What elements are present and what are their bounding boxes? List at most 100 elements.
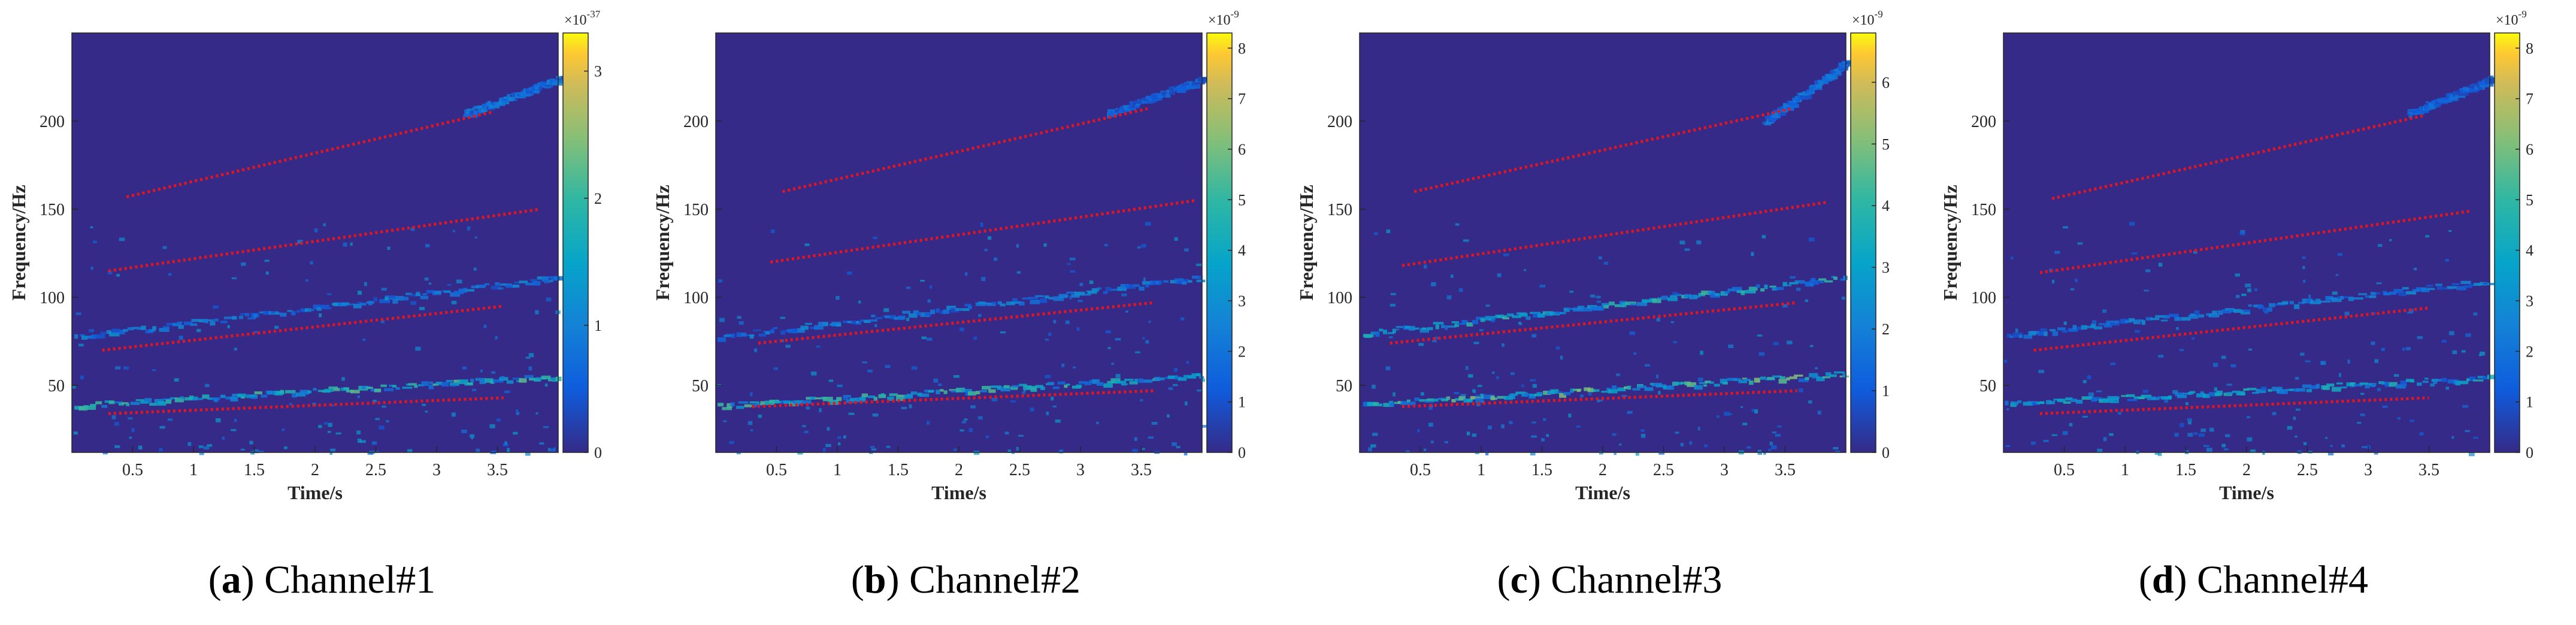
noise-speck: [2320, 361, 2324, 365]
noise-speck: [1656, 318, 1660, 322]
noise-speck: [1477, 385, 1482, 387]
noise-speck: [885, 365, 891, 369]
energy-speck-band-1: [1812, 376, 1820, 379]
energy-speck-band-2: [300, 308, 307, 312]
energy-speck-band-1: [492, 379, 504, 383]
energy-speck-band-1: [2315, 384, 2320, 388]
noise-speck: [462, 366, 467, 370]
noise-speck: [452, 230, 455, 233]
noise-speck: [953, 448, 957, 451]
noise-speck: [198, 445, 204, 448]
noise-speck: [870, 446, 875, 448]
energy-speck-band-1: [2433, 379, 2438, 384]
noise-speck: [451, 300, 457, 304]
energy-speck-band-2: [955, 308, 962, 311]
noise-speck: [546, 297, 552, 301]
energy-speck-band-1: [2400, 381, 2407, 384]
energy-speck-band-2: [232, 316, 237, 320]
energy-speck-band-2: [980, 302, 991, 305]
energy-speck-band-2: [2076, 327, 2083, 330]
x-tick-label: 0.5: [766, 461, 787, 479]
noise-speck: [1815, 367, 1818, 370]
noise-speck: [1524, 269, 1527, 271]
caption-d: (d) Channel#4: [2138, 558, 2369, 602]
energy-speck-band-1: [1733, 378, 1742, 381]
noise-speck: [2295, 408, 2300, 411]
energy-speck-band-2: [444, 291, 451, 293]
energy-speck-band-1: [2422, 381, 2429, 384]
energy-speck-band-1: [1789, 376, 1797, 379]
energy-speck-band-2: [420, 295, 429, 300]
noise-speck: [953, 375, 959, 378]
energy-speck-band-2: [541, 277, 549, 282]
noise-speck: [843, 435, 846, 439]
noise-speck: [1428, 406, 1433, 410]
noise-speck: [2409, 419, 2415, 422]
energy-speck-band-2: [1724, 291, 1730, 294]
energy-speck-band-1: [774, 401, 782, 403]
energy-speck-band-1: [919, 393, 930, 397]
energy-speck-band-2: [936, 308, 940, 313]
noise-speck: [1502, 343, 1505, 347]
energy-speck-band-2: [388, 295, 396, 299]
energy-speck-band-2: [2208, 313, 2220, 318]
noise-speck: [2371, 341, 2375, 345]
energy-speck-band-1: [304, 392, 309, 395]
noise-speck: [1055, 419, 1061, 423]
energy-speck-band-1: [730, 402, 735, 407]
energy-speck-band-2: [81, 336, 88, 340]
noise-speck: [927, 337, 933, 341]
energy-speck-band-1: [2309, 385, 2319, 390]
noise-speck: [723, 420, 727, 422]
energy-speck-band-1: [135, 399, 144, 401]
energy-speck-band-1: [180, 396, 184, 399]
noise-speck: [1076, 327, 1080, 331]
energy-speck-band-1: [1779, 376, 1785, 379]
noise-speck: [843, 397, 849, 400]
energy-speck-band-2: [204, 319, 208, 324]
noise-speck: [1390, 303, 1396, 307]
noise-speck: [451, 412, 456, 417]
caption-b: (b) Channel#2: [850, 558, 1081, 602]
noise-speck: [2445, 387, 2450, 390]
energy-speck-band-2: [1684, 294, 1691, 298]
energy-speck-band-2: [1019, 301, 1025, 306]
noise-speck: [327, 293, 332, 295]
noise-speck: [1115, 374, 1121, 378]
energy-speck-band-1: [299, 390, 310, 394]
energy-speck-band-2: [1392, 328, 1396, 333]
energy-speck-band-2: [240, 313, 246, 315]
energy-speck-band-1: [1124, 379, 1134, 381]
energy-speck-band-1: [1816, 376, 1825, 382]
noise-speck: [938, 384, 942, 386]
noise-speck: [207, 444, 213, 447]
noise-speck: [89, 329, 95, 333]
noise-speck: [2131, 252, 2138, 255]
energy-speck-band-1: [1400, 401, 1410, 405]
noise-speck: [1148, 321, 1151, 323]
energy-speck-band-1: [1624, 386, 1630, 389]
noise-speck: [2330, 445, 2333, 447]
energy-speck-band-3: [1818, 81, 1829, 84]
energy-speck-band-1: [783, 400, 794, 404]
noise-speck: [138, 445, 143, 450]
energy-speck-band-2: [2240, 309, 2250, 315]
energy-speck-band-2: [1419, 328, 1429, 333]
energy-speck-band-1: [873, 397, 878, 401]
energy-speck-band-2: [2137, 319, 2144, 322]
noise-speck: [528, 353, 534, 358]
energy-speck-band-1: [2151, 397, 2160, 400]
noise-speck: [977, 416, 983, 420]
noise-speck: [1518, 322, 1522, 325]
energy-speck-band-1: [366, 387, 373, 389]
energy-speck-band-1: [2354, 384, 2363, 387]
noise-speck: [2374, 452, 2378, 455]
energy-speck-band-1: [1543, 391, 1551, 395]
y-tick-label: 150: [683, 201, 709, 219]
energy-speck-band-2: [467, 289, 474, 292]
energy-speck-band-1: [220, 394, 226, 398]
energy-speck-band-2: [2233, 309, 2241, 313]
energy-speck-band-1: [1727, 378, 1737, 381]
energy-speck-band-3: [1201, 80, 1205, 84]
noise-speck: [1386, 230, 1391, 233]
